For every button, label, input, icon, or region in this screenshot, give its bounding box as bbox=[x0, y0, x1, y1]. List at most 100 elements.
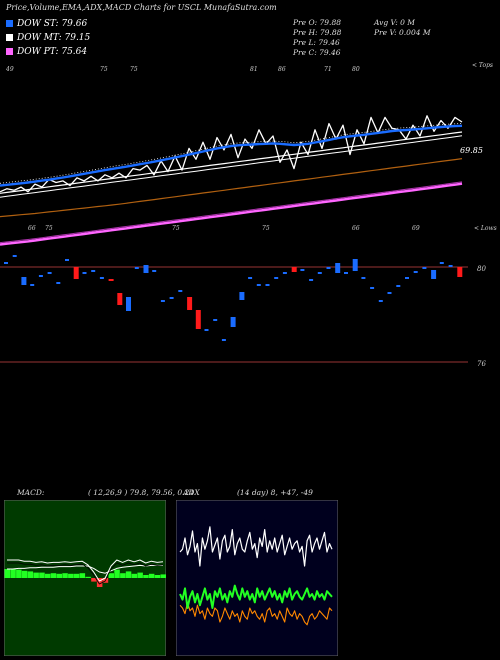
candle bbox=[230, 317, 236, 327]
candle bbox=[274, 277, 279, 279]
prev-close: Pre C: 79.46 bbox=[293, 48, 341, 57]
macd-hist-bar bbox=[96, 578, 103, 587]
ema-short-dotted bbox=[0, 123, 463, 184]
macd-hist-bar bbox=[160, 574, 166, 578]
candle bbox=[169, 297, 174, 299]
top-label: 81 bbox=[250, 66, 258, 73]
top-label: 80 bbox=[352, 66, 360, 73]
dow-mt-swatch bbox=[6, 34, 13, 41]
dow-st-label: DOW ST: 79.66 bbox=[17, 19, 88, 29]
top-label: 49 bbox=[6, 66, 14, 73]
candle bbox=[422, 267, 427, 269]
macd-hist-bar bbox=[154, 575, 161, 578]
macd-chart bbox=[4, 500, 166, 656]
bottom-label: 69 bbox=[412, 225, 420, 232]
dow-mt-label: DOW MT: 79.15 bbox=[17, 33, 91, 43]
macd-hist-bar bbox=[50, 573, 57, 578]
macd-hist-bar bbox=[39, 572, 45, 578]
candle bbox=[213, 319, 218, 321]
candle bbox=[370, 287, 375, 289]
candle bbox=[457, 267, 463, 277]
candle bbox=[30, 284, 35, 286]
dow-pt-legend: DOW PT: 75.64 bbox=[6, 47, 87, 57]
macd-hist-bar bbox=[114, 569, 120, 578]
lows-label: < Lows bbox=[474, 225, 497, 232]
candle bbox=[73, 267, 79, 279]
bottom-label: 66 bbox=[352, 225, 360, 232]
tops-label: < Tops bbox=[472, 62, 494, 69]
macd-hist-bar bbox=[4, 569, 10, 578]
macd-values: ( 12,26,9 ) 79.8, 79.56, 0.24 bbox=[88, 488, 195, 497]
candle bbox=[204, 329, 209, 331]
candle bbox=[126, 297, 131, 311]
top-label: 75 bbox=[100, 66, 108, 73]
adx-plus-di-line bbox=[179, 584, 333, 609]
candle bbox=[47, 272, 52, 274]
volume-level-top: 80 bbox=[477, 265, 486, 273]
price-ema-chart bbox=[0, 115, 468, 363]
candle bbox=[344, 272, 348, 274]
top-label: 86 bbox=[278, 66, 286, 73]
macd-hist-bar bbox=[73, 573, 80, 578]
candle bbox=[387, 292, 392, 294]
adx-series bbox=[179, 526, 333, 626]
macd-hist-bar bbox=[85, 576, 91, 578]
adx-background bbox=[176, 500, 338, 656]
candle bbox=[38, 275, 43, 277]
macd-hist-bar bbox=[56, 573, 62, 578]
candle bbox=[143, 265, 149, 273]
ema-trend-line-shadow bbox=[0, 181, 463, 244]
macd-hist-bar bbox=[62, 573, 68, 578]
candle bbox=[291, 267, 297, 272]
candle bbox=[187, 297, 193, 310]
avg-volume: Avg V: 0 M bbox=[374, 18, 415, 27]
macd-line bbox=[7, 559, 164, 582]
price-lines bbox=[0, 115, 463, 246]
candle bbox=[335, 263, 341, 273]
prev-volume: Pre V: 0.004 M bbox=[374, 28, 431, 37]
candle bbox=[12, 255, 17, 257]
macd-hist-bar bbox=[10, 569, 16, 578]
candle bbox=[448, 265, 453, 267]
macd-hist-bar bbox=[108, 573, 114, 578]
macd-hist-bar bbox=[27, 571, 34, 578]
candle bbox=[413, 271, 418, 273]
dow-st-legend: DOW ST: 79.66 bbox=[6, 19, 87, 29]
candle bbox=[239, 292, 245, 300]
candle bbox=[21, 277, 27, 285]
macd-hist-bar bbox=[21, 570, 28, 578]
dow-pt-swatch bbox=[6, 48, 13, 55]
candle bbox=[160, 300, 165, 302]
bottom-label: 75 bbox=[45, 225, 53, 232]
candle bbox=[256, 284, 261, 286]
candle bbox=[178, 290, 183, 292]
adx-minus-di-line bbox=[179, 601, 333, 626]
dow-st-swatch bbox=[6, 20, 13, 27]
candle bbox=[396, 285, 401, 287]
macd-hist-bar bbox=[143, 575, 149, 578]
ema-mid-line-lower bbox=[0, 135, 463, 198]
macd-hist-bar bbox=[44, 573, 51, 578]
candle bbox=[134, 267, 139, 269]
candle bbox=[56, 282, 61, 284]
prev-open: Pre O: 79.88 bbox=[293, 18, 341, 27]
candle bbox=[152, 270, 157, 272]
macd-line-shadow bbox=[7, 562, 164, 585]
top-label: 75 bbox=[130, 66, 138, 73]
candle bbox=[431, 270, 437, 279]
adx-values: (14 day) 8, +47, -49 bbox=[237, 488, 313, 497]
ema-trend-line bbox=[0, 182, 463, 246]
macd-hist-bar bbox=[16, 569, 22, 578]
prev-low: Pre L: 79.46 bbox=[293, 38, 340, 47]
top-label: 71 bbox=[324, 66, 332, 73]
candle bbox=[91, 270, 96, 272]
candle bbox=[248, 277, 253, 279]
ema-long-line bbox=[0, 158, 463, 218]
candle bbox=[99, 277, 104, 279]
candle bbox=[195, 310, 201, 329]
candle bbox=[282, 272, 287, 274]
macd-hist-bar bbox=[137, 572, 143, 578]
candle bbox=[317, 272, 322, 274]
page-title: Price,Volume,EMA,ADX,MACD Charts for USC… bbox=[6, 3, 277, 12]
adx-chart bbox=[176, 500, 338, 656]
